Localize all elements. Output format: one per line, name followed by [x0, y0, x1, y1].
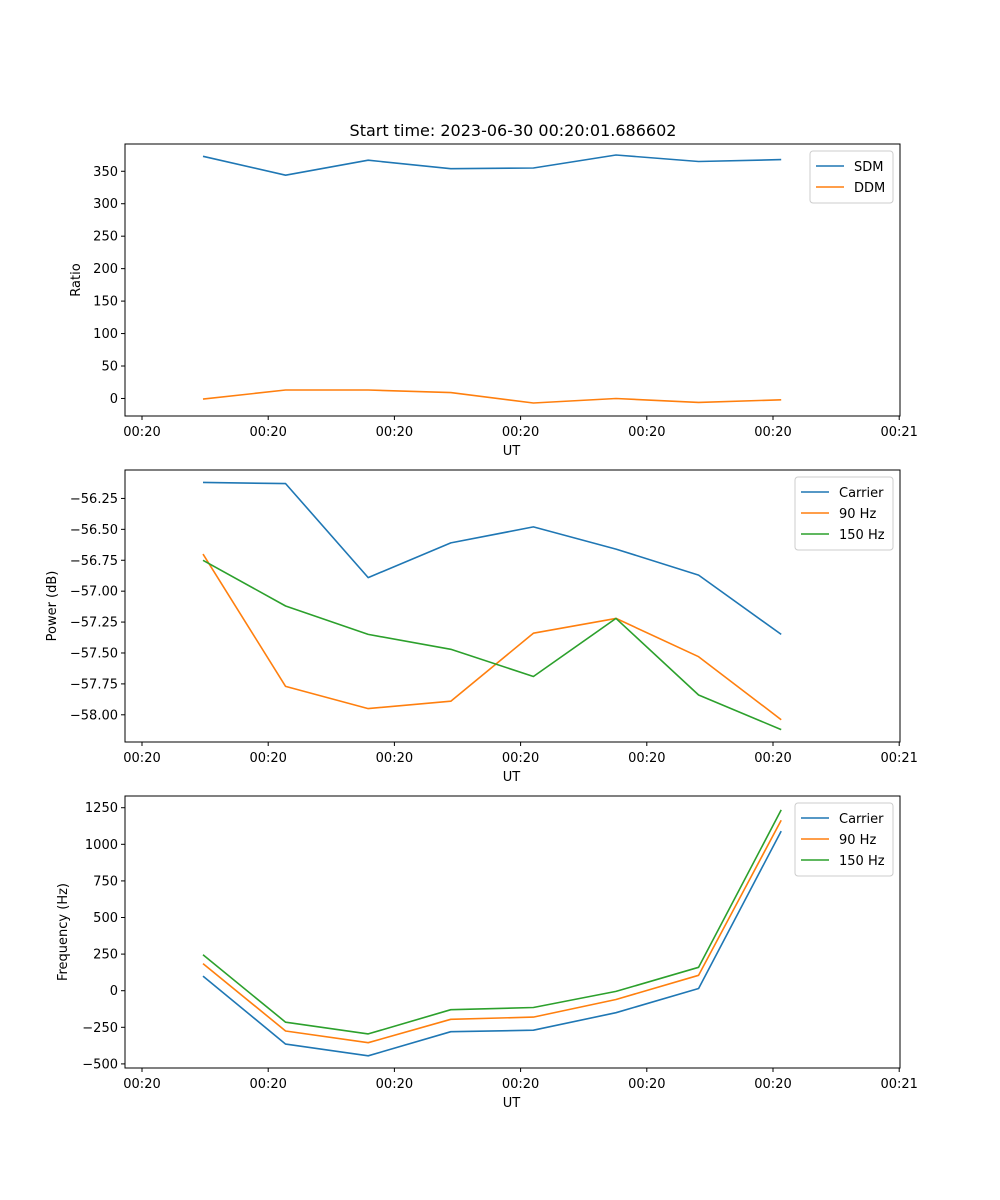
legend-label: 150 Hz: [839, 854, 885, 869]
panel-1: 00:20 00:20 00:20 00:20 00:20 00:20 00:21 0 50 10…: [69, 143, 918, 459]
legend-box: [809, 150, 894, 204]
y-tick-label: 350: [93, 165, 118, 180]
y-tick-label: −57.50: [70, 646, 118, 661]
legend-label: DDM: [854, 181, 885, 196]
legend: SDM DDM: [809, 150, 894, 204]
x-tick-label: 00:20: [502, 425, 539, 440]
plot-frame: [124, 795, 901, 1069]
y-tick-label: 200: [93, 262, 118, 277]
y-tick-label: 0: [110, 392, 118, 407]
y-tick-label: −57.75: [70, 677, 118, 692]
x-axis-label: UT: [503, 1096, 521, 1111]
y-tick-label: −500: [82, 1057, 118, 1072]
x-tick-label: 00:20: [249, 1077, 286, 1092]
y-axis-label: Power (dB): [45, 571, 60, 642]
x-tick-label: 00:20: [123, 425, 160, 440]
legend-label: 150 Hz: [839, 528, 885, 543]
y-tick-label: 250: [93, 948, 118, 963]
x-tick-label: 00:20: [628, 1077, 665, 1092]
legend-label: SDM: [854, 160, 883, 175]
legend: Carrier 90 Hz 150 Hz: [794, 476, 894, 551]
y-tick-label: −58.00: [70, 708, 118, 723]
series-line-ddm: [202, 389, 782, 404]
legend-label: Carrier: [839, 812, 884, 827]
x-tick-label: 00:20: [376, 1077, 413, 1092]
series-line-carrier: [202, 830, 782, 1057]
series-line-150-hz: [202, 559, 782, 731]
x-tick-label: 00:20: [754, 751, 791, 766]
y-axis-label: Frequency (Hz): [56, 883, 71, 981]
x-axis-label: UT: [503, 444, 521, 459]
plot-frame: [124, 469, 901, 743]
y-tick-label: 750: [93, 874, 118, 889]
panel-3: 00:20 00:20 00:20 00:20 00:20 00:20 00:21 −500 −…: [56, 795, 918, 1111]
series-line-90-hz: [202, 553, 782, 721]
y-tick-label: 300: [93, 197, 118, 212]
y-tick-label: −56.50: [70, 523, 118, 538]
y-tick-label: 50: [101, 360, 118, 375]
y-tick-label: −57.25: [70, 616, 118, 631]
x-tick-label: 00:21: [880, 751, 917, 766]
series-line-90-hz: [202, 819, 782, 1044]
x-tick-label: 00:20: [376, 425, 413, 440]
x-tick-label: 00:20: [502, 1077, 539, 1092]
x-axis-label: UT: [503, 770, 521, 785]
y-tick-label: −56.75: [70, 554, 118, 569]
y-tick-label: 1250: [85, 801, 118, 816]
panel-2: 00:20 00:20 00:20 00:20 00:20 00:20 00:21 −58.0…: [45, 469, 918, 785]
x-tick-label: 00:20: [754, 1077, 791, 1092]
y-tick-label: −57.00: [70, 585, 118, 600]
x-tick-label: 00:20: [628, 751, 665, 766]
y-tick-label: −250: [82, 1021, 118, 1036]
series-line-sdm: [202, 154, 782, 176]
y-tick-label: 1000: [85, 838, 118, 853]
y-tick-label: 250: [93, 230, 118, 245]
chart-title: Start time: 2023-06-30 00:20:01.686602: [350, 121, 677, 140]
x-tick-label: 00:20: [754, 425, 791, 440]
x-tick-label: 00:20: [249, 425, 286, 440]
legend-label: 90 Hz: [839, 833, 876, 848]
legend-box: [794, 476, 894, 551]
series-line-150-hz: [202, 809, 782, 1035]
x-tick-label: 00:20: [628, 425, 665, 440]
x-tick-label: 00:21: [880, 1077, 917, 1092]
x-tick-label: 00:20: [123, 751, 160, 766]
x-tick-label: 00:20: [123, 1077, 160, 1092]
x-tick-label: 00:20: [249, 751, 286, 766]
plot-frame: [124, 143, 901, 417]
legend-label: Carrier: [839, 486, 884, 501]
y-tick-label: 150: [93, 295, 118, 310]
y-tick-label: 0: [110, 984, 118, 999]
x-tick-label: 00:20: [376, 751, 413, 766]
x-tick-label: 00:21: [880, 425, 917, 440]
legend-box: [794, 802, 894, 877]
y-tick-label: 500: [93, 911, 118, 926]
y-tick-label: 100: [93, 327, 118, 342]
y-axis-label: Ratio: [69, 263, 84, 296]
series-line-carrier: [202, 481, 782, 636]
x-tick-label: 00:20: [502, 751, 539, 766]
legend: Carrier 90 Hz 150 Hz: [794, 802, 894, 877]
y-tick-label: −56.25: [70, 492, 118, 507]
legend-label: 90 Hz: [839, 507, 876, 522]
